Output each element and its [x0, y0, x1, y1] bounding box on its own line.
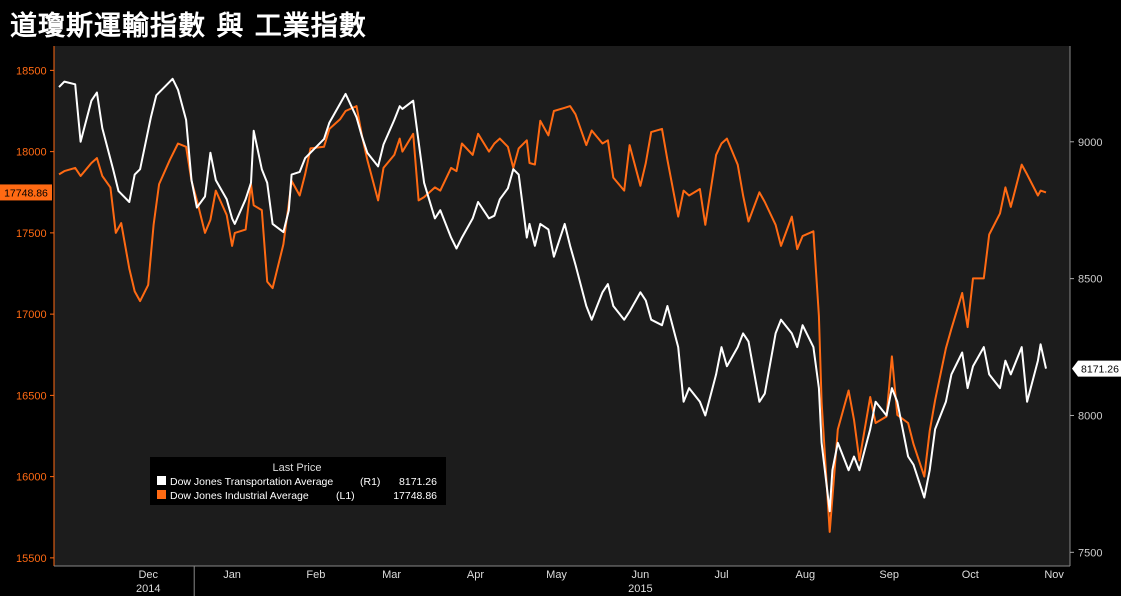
legend-label-industrial: Dow Jones Industrial Average [170, 490, 309, 502]
left-tick-label: 18500 [16, 65, 47, 77]
legend-value-industrial: 17748.86 [393, 490, 437, 502]
right-last-value-text: 8171.26 [1081, 364, 1119, 376]
right-tick-label: 8000 [1078, 410, 1102, 422]
x-tick-label: Mar [382, 569, 401, 581]
x-tick-label: Feb [306, 569, 325, 581]
legend-axis-industrial: (L1) [336, 490, 355, 502]
legend-title: Last Price [273, 462, 322, 474]
title-bar: 道瓊斯運輸指數 與 工業指數 [0, 0, 1121, 46]
x-tick-label: Sep [879, 569, 899, 581]
x-tick-label: Jun [632, 569, 650, 581]
series-line-transport [58, 77, 1047, 513]
x-tick-label: Aug [796, 569, 816, 581]
x-tick-label: Apr [467, 569, 484, 581]
left-tick-label: 17500 [16, 228, 47, 240]
year-label: 2014 [136, 583, 160, 595]
left-tick-label: 17000 [16, 309, 47, 321]
right-tick-label: 8500 [1078, 274, 1102, 286]
year-label: 2015 [628, 583, 652, 595]
left-tick-label: 15500 [16, 553, 47, 565]
x-tick-label: Nov [1044, 569, 1064, 581]
x-tick-label: May [546, 569, 567, 581]
legend-label-transport: Dow Jones Transportation Average [170, 476, 333, 488]
series-layer [58, 77, 1047, 533]
right-last-value-tag [1072, 360, 1121, 377]
legend-axis-transport: (R1) [360, 476, 380, 488]
chart-title: 道瓊斯運輸指數 與 工業指數 [10, 11, 367, 42]
x-tick-label: Jan [223, 569, 241, 581]
x-tick-label: Oct [962, 569, 979, 581]
legend-value-transport: 8171.26 [399, 476, 437, 488]
left-last-value-text: 17748.86 [4, 187, 48, 199]
axes-layer: 15500 16000 16500 17000 17500 18000 18500 7500 8… [16, 46, 1102, 596]
left-tick-label: 16000 [16, 472, 47, 484]
right-tick-label: 7500 [1078, 547, 1102, 559]
right-tick-label: 9000 [1078, 137, 1102, 149]
legend-swatch-transport [157, 476, 166, 485]
series-line-industrial [58, 105, 1047, 533]
tags-layer: 17748.86 8171.26 [0, 184, 1121, 377]
legend: Last Price Dow Jones Transportation Aver… [150, 457, 446, 505]
left-tick-label: 16500 [16, 390, 47, 402]
left-last-value-tag [0, 184, 52, 201]
x-tick-label: Dec [138, 569, 158, 581]
legend-swatch-industrial [157, 490, 166, 499]
x-tick-label: Jul [714, 569, 728, 581]
legend-box [150, 457, 446, 505]
left-tick-label: 18000 [16, 147, 47, 159]
